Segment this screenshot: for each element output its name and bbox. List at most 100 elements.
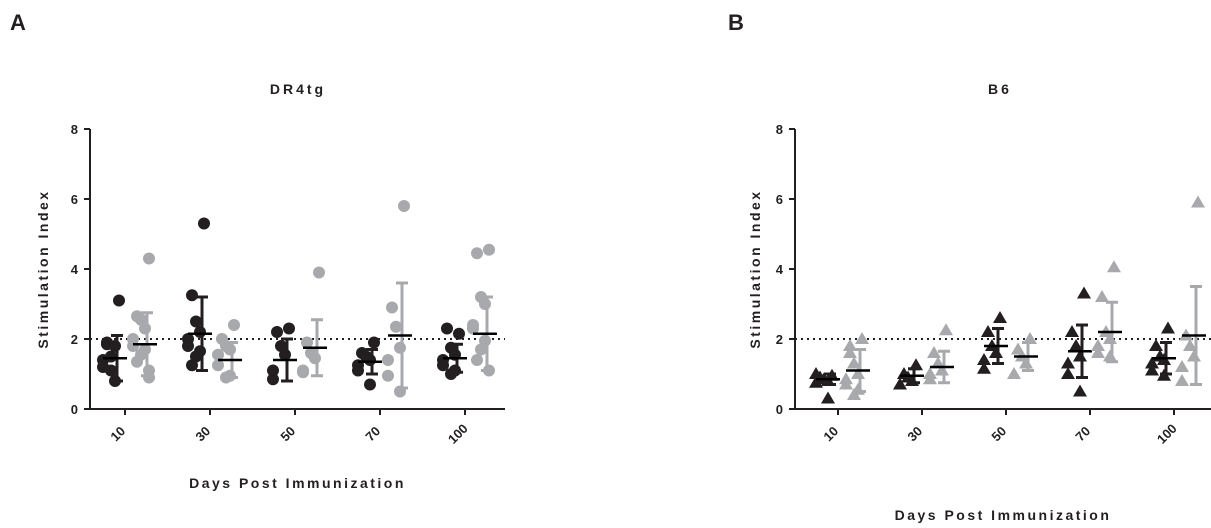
data-point: [809, 375, 823, 388]
data-point: [471, 354, 483, 366]
x-axis-label: Days Post Immunization: [189, 475, 406, 491]
x-tick-label: 10: [107, 423, 128, 444]
y-tick-label: 8: [71, 122, 78, 137]
x-tick-label: 70: [1072, 423, 1093, 444]
data-point: [1145, 363, 1159, 376]
data-point: [364, 354, 376, 366]
data-point: [1061, 356, 1075, 369]
data-point: [398, 200, 410, 212]
data-point: [139, 322, 151, 335]
data-point: [1145, 356, 1159, 369]
data-point: [1175, 374, 1189, 386]
data-point: [483, 243, 495, 256]
data-point: [939, 323, 953, 336]
x-tick-label: 30: [904, 423, 925, 444]
y-tick-label: 0: [776, 402, 783, 417]
data-point: [186, 289, 198, 302]
data-point: [352, 364, 364, 377]
data-point: [923, 372, 937, 385]
data-point: [1073, 384, 1087, 397]
y-axis-label: Stimulation Index: [747, 189, 763, 348]
data-point: [1095, 290, 1109, 302]
data-point: [267, 364, 279, 377]
data-point: [993, 311, 1007, 323]
data-point: [194, 326, 206, 338]
data-point: [1091, 339, 1105, 351]
data-point: [977, 353, 991, 365]
data-point: [394, 341, 406, 354]
data-point: [1161, 321, 1175, 334]
data-point: [309, 352, 321, 365]
data-point: [224, 343, 236, 356]
data-point: [390, 320, 402, 333]
data-point: [843, 339, 857, 351]
data-point: [1007, 367, 1021, 379]
data-point: [893, 377, 907, 390]
x-tick-label: 70: [362, 423, 383, 444]
y-tick-label: 6: [71, 192, 78, 207]
data-point: [809, 367, 823, 379]
data-point: [131, 355, 143, 368]
y-axis-label: Stimulation Index: [35, 189, 51, 348]
data-point: [297, 366, 309, 379]
data-point: [301, 336, 313, 349]
data-point: [437, 359, 449, 372]
data-point: [467, 322, 479, 335]
x-axis-label: Days Post Immunization: [895, 507, 1112, 523]
data-point: [364, 378, 376, 391]
x-tick-label: 30: [192, 423, 213, 444]
chart-title: B6: [988, 81, 1012, 97]
data-point: [198, 217, 210, 230]
x-tick-label: 100: [1154, 421, 1180, 447]
data-point: [1069, 339, 1083, 351]
data-point: [313, 266, 325, 279]
data-point: [475, 343, 487, 356]
data-point: [843, 346, 857, 358]
data-point: [105, 364, 117, 377]
x-tick-label: 10: [820, 423, 841, 444]
data-point: [927, 346, 941, 358]
data-point: [855, 332, 869, 344]
data-point: [1183, 339, 1197, 351]
x-tick-label: 50: [277, 423, 298, 444]
data-point: [283, 322, 295, 335]
data-point: [113, 294, 125, 307]
data-point: [1077, 286, 1091, 299]
data-point: [267, 373, 279, 386]
data-point: [441, 322, 453, 335]
data-point: [1061, 367, 1075, 379]
data-point: [382, 354, 394, 366]
data-point: [101, 338, 113, 351]
data-point: [228, 319, 240, 331]
data-point: [186, 359, 198, 372]
data-point: [1091, 346, 1105, 358]
data-point: [212, 359, 224, 372]
panel-label: B: [728, 10, 744, 35]
data-point: [981, 325, 995, 337]
y-tick-label: 0: [71, 402, 78, 417]
y-tick-label: 4: [71, 262, 79, 277]
data-point: [1103, 349, 1117, 362]
data-point: [212, 348, 224, 361]
y-tick-label: 6: [776, 192, 783, 207]
data-point: [453, 327, 465, 340]
x-tick-label: 100: [445, 421, 471, 447]
data-point: [143, 371, 155, 384]
data-point: [1187, 349, 1201, 362]
data-point: [1065, 325, 1079, 337]
data-point: [851, 367, 865, 379]
y-tick-label: 8: [776, 122, 783, 137]
data-point: [479, 298, 491, 310]
data-point: [847, 388, 861, 400]
data-point: [182, 340, 194, 352]
x-tick-label: 50: [988, 423, 1009, 444]
y-tick-label: 2: [776, 332, 783, 347]
data-point: [1191, 195, 1205, 208]
data-point: [1175, 360, 1189, 372]
data-point: [143, 252, 155, 265]
data-point: [821, 391, 835, 404]
data-point: [1149, 339, 1163, 351]
data-point: [977, 361, 991, 374]
data-point: [445, 368, 457, 380]
